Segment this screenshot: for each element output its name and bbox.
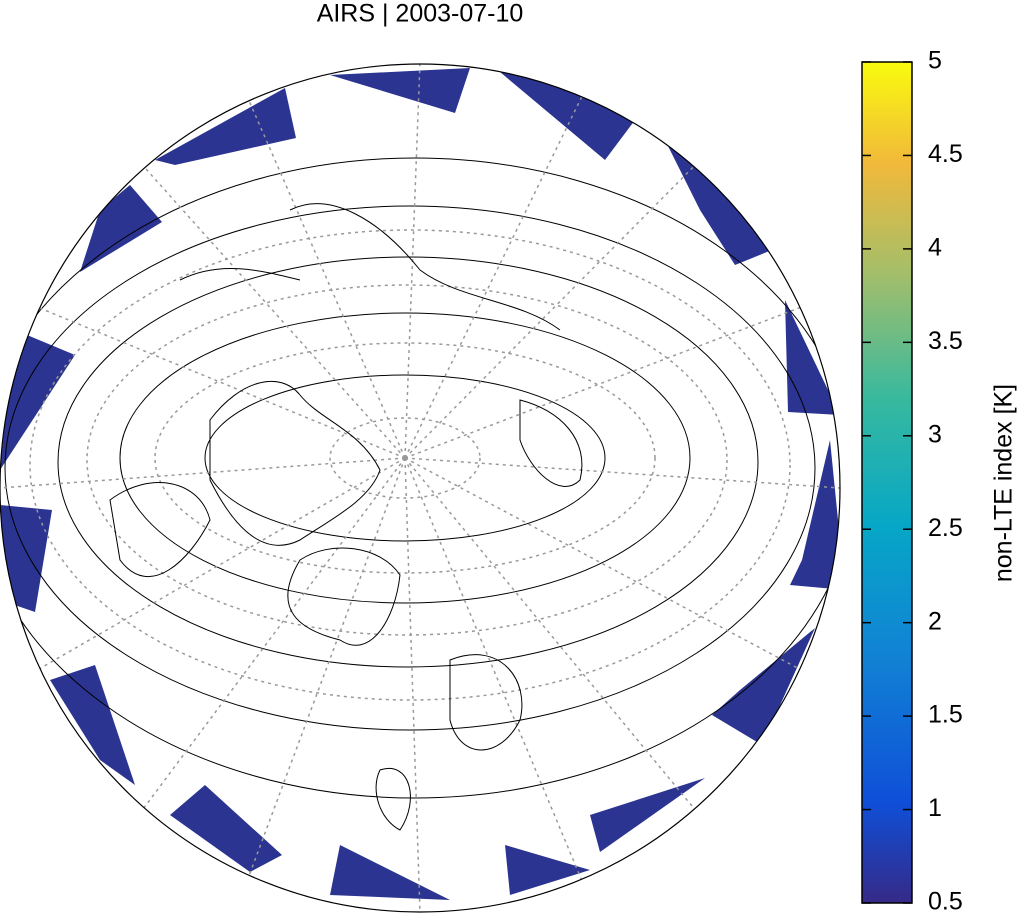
colorbar-label: non-LTE index [K] [990,384,1018,582]
latitude-circles [0,157,840,799]
tick-label: 1 [928,794,942,822]
tick-label: 4.5 [928,140,963,168]
tick-label: 5 [928,47,942,75]
tick-label: 4 [928,233,942,261]
tick-label: 3.5 [928,327,963,355]
graticule [0,64,840,912]
globe-outline [0,63,841,913]
colorbar [861,61,913,904]
tick-label: 1.5 [928,701,963,729]
swaths [0,68,840,900]
tick-label: 2.5 [928,514,963,542]
tick-label: 0.5 [928,888,963,913]
map [0,64,840,912]
title: AIRS | 2003-07-10 [317,0,524,28]
coastlines [109,203,583,831]
tick-label: 3 [928,420,942,448]
tick-label: 2 [928,607,942,635]
